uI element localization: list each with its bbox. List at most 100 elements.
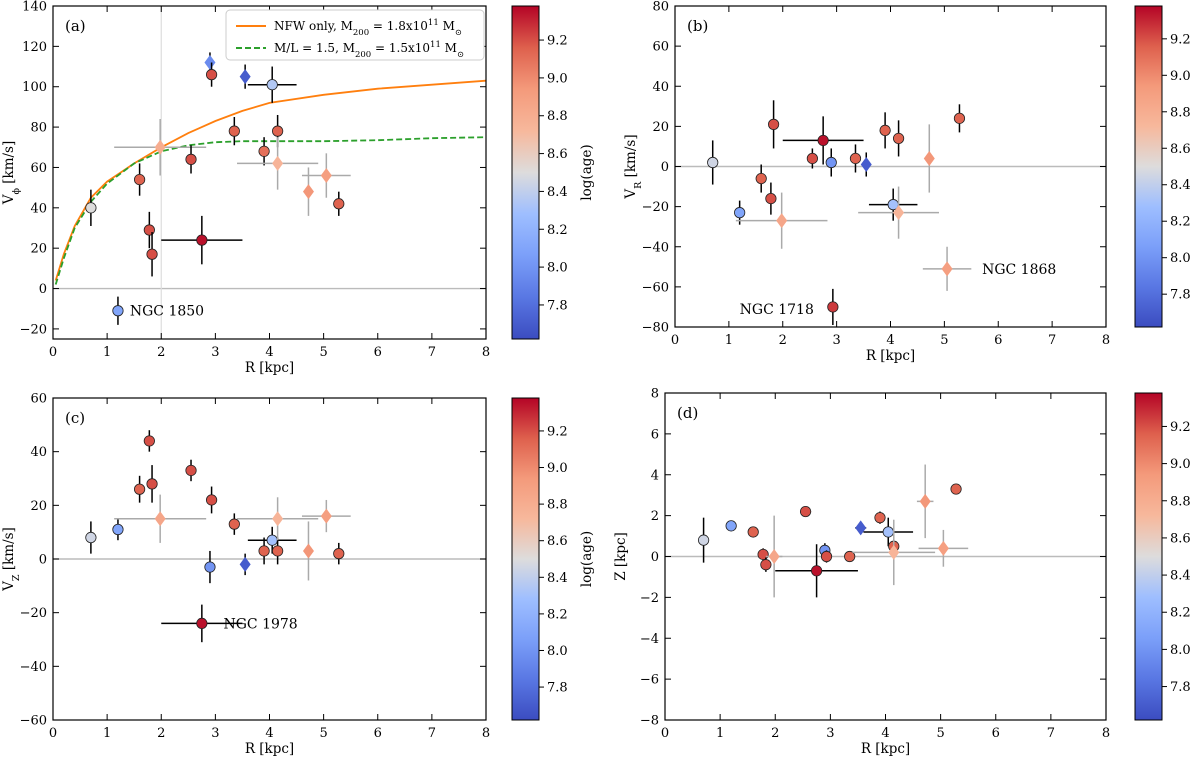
cluster-annotation: NGC 1868 xyxy=(982,262,1056,278)
data-point xyxy=(755,164,767,193)
data-point xyxy=(767,100,780,149)
x-tick-label: 2 xyxy=(771,726,779,741)
diamond-marker xyxy=(320,508,332,524)
data-point xyxy=(916,464,934,539)
data-point xyxy=(301,499,351,533)
data-point xyxy=(112,296,124,325)
x-tick-label: 6 xyxy=(374,345,382,360)
colorbar-label: log(age) xyxy=(579,144,595,200)
circle-marker xyxy=(849,152,862,165)
circle-marker xyxy=(185,464,197,477)
circle-marker xyxy=(825,156,837,169)
panel-c: 0 1 2 3 4 5 6 7 8 −60 −40 −20 0 20 40 60 R [kpc] VZ [km/s… xyxy=(1,392,595,757)
circle-marker xyxy=(196,234,208,246)
cluster-annotation: NGC 1718 xyxy=(740,302,814,318)
circle-marker xyxy=(697,534,710,546)
data-point xyxy=(735,192,828,249)
data-point xyxy=(134,475,146,503)
data-point xyxy=(849,144,862,173)
diamond-marker xyxy=(893,205,905,221)
diamond-marker xyxy=(302,184,314,200)
circle-marker xyxy=(266,534,278,546)
data-point xyxy=(161,215,243,265)
x-tick-label: 6 xyxy=(994,333,1002,348)
x-tick-label: 3 xyxy=(826,726,834,741)
legend-box xyxy=(225,9,485,61)
legend: NFW only, M200 = 1.8x1011 M⊙M/L = 1.5, M… xyxy=(225,9,485,61)
circle-marker xyxy=(333,198,345,210)
data-point xyxy=(844,550,856,563)
diamond-marker xyxy=(776,213,788,229)
colorbar-tick-label: 8.8 xyxy=(547,109,568,124)
data-point xyxy=(143,430,155,452)
colorbar-tick-label: 8.6 xyxy=(547,147,568,162)
diamond-marker xyxy=(320,168,332,184)
circle-marker xyxy=(146,248,158,260)
y-tick-label: 4 xyxy=(651,468,659,483)
data-point xyxy=(825,148,837,177)
data-point xyxy=(228,513,240,535)
data-point xyxy=(146,232,158,277)
data-point xyxy=(855,520,867,536)
y-tick-label: −2 xyxy=(640,591,659,606)
data-point xyxy=(950,483,962,495)
colorbar-tick-label: 7.8 xyxy=(547,298,568,313)
circle-marker xyxy=(892,132,905,145)
y-tick-label: 0 xyxy=(39,553,47,568)
colorbar: 7.8 8.0 8.2 8.4 8.6 8.8 9.0 9.2 log(age) xyxy=(511,397,595,721)
data-point xyxy=(114,494,207,543)
data-point xyxy=(868,188,918,221)
colorbar-gradient xyxy=(511,5,540,340)
data-point xyxy=(239,553,251,576)
circle-marker xyxy=(882,526,894,538)
x-tick-label: 0 xyxy=(49,726,57,741)
circle-marker xyxy=(258,145,270,157)
y-tick-label: 40 xyxy=(30,201,47,216)
x-tick-label: 7 xyxy=(1047,726,1055,741)
data-point xyxy=(918,529,969,567)
circle-marker xyxy=(134,173,146,186)
data-point xyxy=(892,120,905,157)
data-point xyxy=(85,189,97,226)
y-tick-label: −6 xyxy=(640,673,659,688)
y-tick-label: −40 xyxy=(642,240,669,255)
colorbar-tick-label: 9.2 xyxy=(1170,420,1191,435)
x-tick-label: 4 xyxy=(886,333,894,348)
colorbar-tick-label: 8.0 xyxy=(1170,643,1191,658)
y-tick-label: 80 xyxy=(30,121,47,136)
colorbar-tick-label: 8.6 xyxy=(1170,142,1191,157)
colorbar-tick-label: 8.4 xyxy=(547,571,568,586)
circle-marker xyxy=(707,156,719,169)
diamond-marker xyxy=(923,150,935,166)
data-point xyxy=(228,117,240,146)
circle-marker xyxy=(755,172,767,185)
circle-marker xyxy=(146,478,158,490)
circle-marker xyxy=(196,617,208,630)
diamond-marker xyxy=(855,520,867,536)
data-point xyxy=(302,167,314,216)
x-tick-label: 1 xyxy=(716,726,724,741)
circle-marker xyxy=(879,124,891,136)
circle-marker xyxy=(112,305,124,317)
diamond-marker xyxy=(154,139,166,155)
data-point xyxy=(204,52,216,73)
x-axis-label: R [kpc] xyxy=(245,741,294,757)
colorbar-tick-label: 9.2 xyxy=(547,424,568,439)
data-point xyxy=(858,186,939,239)
data-point xyxy=(185,145,197,174)
y-tick-label: 8 xyxy=(651,387,659,402)
data-point xyxy=(782,116,864,165)
x-axis-label: R [kpc] xyxy=(861,741,910,757)
circle-marker xyxy=(747,526,759,538)
y-tick-label: 0 xyxy=(39,282,47,297)
circle-marker xyxy=(734,207,746,219)
colorbar-gradient xyxy=(1134,5,1163,328)
diamond-marker xyxy=(272,511,284,527)
y-axis-label: VZ [km/s] xyxy=(1,527,22,592)
data-point xyxy=(302,521,314,581)
x-tick-label: 5 xyxy=(319,345,327,360)
colorbar-tick-label: 9.0 xyxy=(1170,457,1191,472)
circle-marker xyxy=(272,545,284,557)
